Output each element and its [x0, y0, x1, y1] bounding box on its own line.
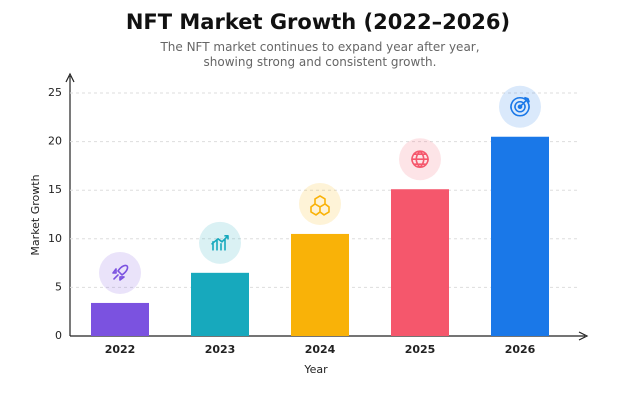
x-tick-label: 2024 [305, 343, 336, 356]
bar-icon [299, 182, 341, 225]
icon [112, 264, 129, 281]
y-axis-arrow [65, 72, 75, 83]
bar [91, 302, 149, 336]
bar-icon [499, 85, 541, 128]
y-tick-label: 0 [55, 329, 62, 342]
x-tick-label: 2025 [405, 343, 436, 356]
bar [191, 272, 249, 336]
icon-background [299, 182, 341, 225]
x-axis-arrow [578, 331, 589, 341]
y-tick-label: 15 [48, 183, 62, 196]
bar-icon [199, 221, 241, 264]
y-axis-label: Market Growth [29, 174, 42, 255]
bar [291, 233, 349, 336]
bar [391, 189, 449, 336]
bar [491, 136, 549, 336]
x-axis-label: Year [303, 363, 328, 376]
y-tick-label: 10 [48, 232, 62, 245]
icon [211, 235, 229, 251]
chart-title: NFT Market Growth (2022–2026) [126, 10, 510, 34]
icon [510, 96, 530, 117]
icon [310, 195, 330, 216]
bar-icon [99, 251, 141, 294]
x-tick-label: 2023 [205, 343, 236, 356]
icon-background [199, 221, 241, 264]
icon [411, 150, 429, 169]
y-tick-label: 25 [48, 86, 62, 99]
x-tick-label: 2026 [505, 343, 536, 356]
y-tick-label: 5 [55, 280, 62, 293]
y-tick-label: 20 [48, 135, 62, 148]
bar-icon [399, 138, 441, 181]
chart-subtitle: The NFT market continues to expand year … [160, 40, 480, 69]
x-tick-label: 2022 [105, 343, 136, 356]
